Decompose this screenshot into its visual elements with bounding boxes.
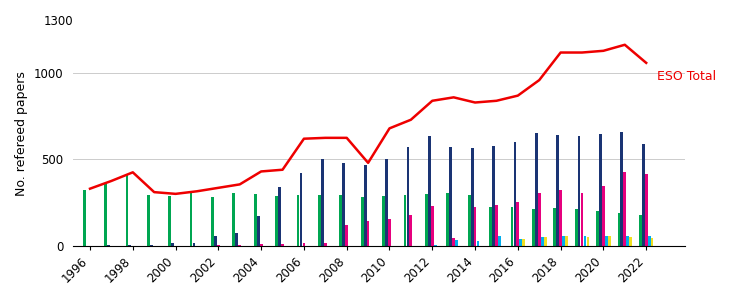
Bar (339, 195, 342, 246)
Bar (586, 237, 589, 246)
Bar (169, 196, 171, 246)
Bar (523, 239, 525, 246)
Bar (642, 144, 644, 246)
Bar (583, 236, 586, 246)
Bar (407, 147, 409, 246)
Bar (553, 208, 556, 246)
Bar (104, 183, 107, 246)
Text: 1300: 1300 (43, 15, 73, 28)
Bar (257, 216, 259, 246)
Bar (193, 243, 196, 246)
Bar (297, 195, 300, 246)
Bar (259, 244, 262, 246)
Bar (492, 146, 495, 246)
Bar (471, 148, 474, 246)
Bar (541, 237, 544, 246)
Bar (498, 236, 501, 246)
Bar (452, 238, 455, 246)
Bar (645, 174, 647, 246)
Bar (474, 207, 476, 246)
Bar (581, 193, 583, 246)
Bar (150, 245, 152, 246)
Bar (364, 165, 366, 246)
Bar (511, 207, 513, 246)
Bar (281, 244, 284, 246)
Bar (238, 245, 241, 246)
Bar (385, 158, 388, 246)
Bar (235, 232, 238, 246)
Bar (382, 196, 385, 246)
Bar (345, 225, 348, 246)
Bar (232, 193, 235, 246)
Bar (623, 172, 626, 246)
Bar (300, 173, 303, 246)
Bar (366, 221, 369, 246)
Bar (575, 209, 578, 246)
Bar (605, 236, 608, 246)
Bar (535, 133, 538, 246)
Bar (648, 236, 650, 246)
Bar (602, 186, 605, 246)
Bar (596, 211, 599, 246)
Bar (388, 219, 391, 246)
Bar (361, 197, 364, 246)
Bar (608, 236, 611, 246)
Bar (324, 243, 327, 246)
Bar (276, 196, 278, 246)
Bar (342, 163, 345, 246)
Y-axis label: No. refereed papers: No. refereed papers (15, 71, 28, 196)
Bar (651, 238, 653, 246)
Bar (279, 187, 281, 246)
Bar (404, 195, 406, 246)
Bar (217, 245, 220, 246)
Bar (83, 190, 86, 246)
Bar (190, 192, 193, 246)
Bar (639, 214, 641, 246)
Bar (428, 136, 431, 246)
Bar (627, 236, 629, 246)
Bar (431, 206, 434, 246)
Bar (630, 237, 632, 246)
Bar (147, 195, 150, 246)
Bar (495, 205, 498, 246)
Bar (578, 136, 581, 246)
Bar (449, 147, 452, 246)
Bar (489, 207, 492, 246)
Bar (556, 135, 559, 246)
Bar (410, 215, 412, 246)
Bar (125, 174, 128, 246)
Bar (172, 243, 174, 246)
Bar (434, 245, 437, 246)
Bar (254, 194, 257, 246)
Bar (562, 236, 565, 246)
Bar (321, 159, 324, 246)
Bar (455, 239, 458, 246)
Bar (318, 195, 321, 246)
Bar (544, 237, 547, 246)
Bar (128, 245, 131, 246)
Text: ESO Total: ESO Total (657, 70, 716, 83)
Bar (303, 243, 306, 246)
Bar (514, 142, 516, 246)
Bar (446, 193, 449, 246)
Bar (476, 241, 479, 246)
Bar (599, 134, 602, 246)
Bar (538, 193, 541, 246)
Bar (214, 236, 217, 246)
Bar (617, 213, 620, 246)
Bar (468, 195, 471, 246)
Bar (520, 239, 522, 246)
Bar (517, 202, 519, 246)
Bar (532, 208, 535, 246)
Bar (565, 236, 568, 246)
Bar (425, 194, 428, 246)
Bar (211, 197, 214, 246)
Bar (107, 245, 110, 246)
Bar (620, 132, 623, 246)
Bar (559, 190, 562, 246)
